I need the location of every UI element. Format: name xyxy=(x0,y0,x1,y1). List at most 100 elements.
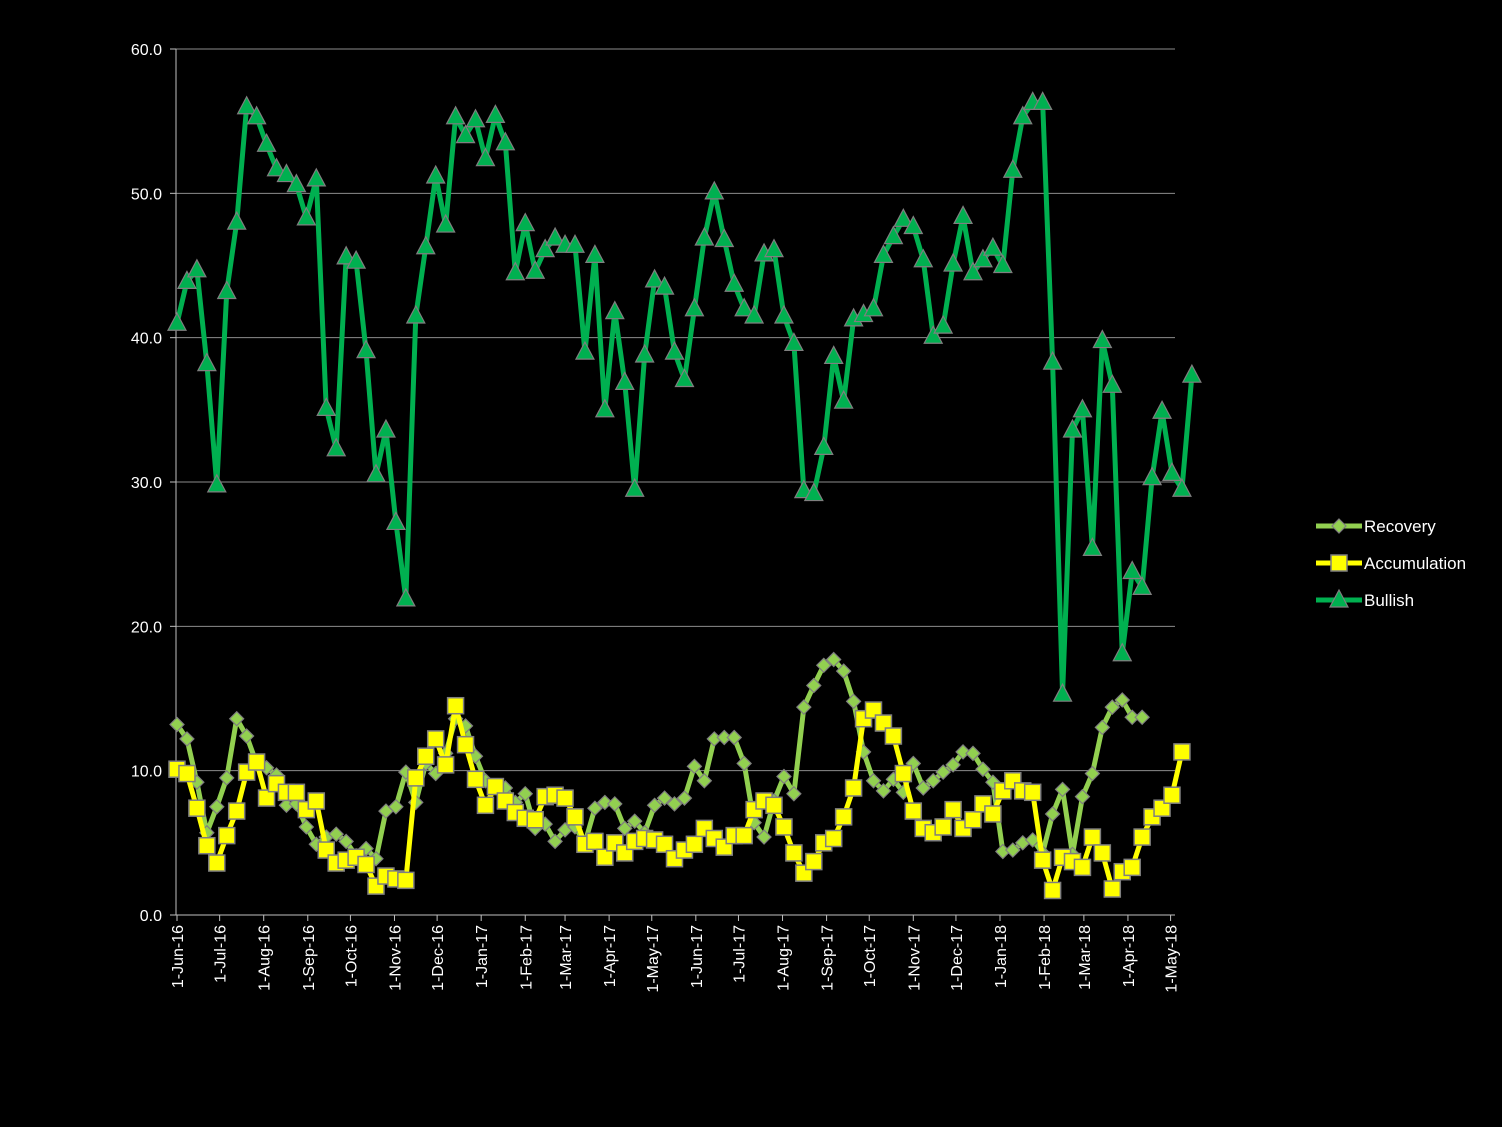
x-tick-label: 1-Sep-16 xyxy=(301,925,318,991)
data-point-bullish xyxy=(624,477,645,497)
data-point-bullish xyxy=(1162,462,1182,481)
data-point-accumulation xyxy=(1023,783,1042,802)
data-point-bullish xyxy=(485,104,506,123)
data-point-recovery xyxy=(169,716,185,733)
data-point-bullish xyxy=(455,124,476,144)
data-point-bullish xyxy=(883,225,904,245)
data-point-bullish xyxy=(813,436,834,455)
data-point-bullish xyxy=(316,397,337,416)
data-point-accumulation xyxy=(984,805,1002,823)
data-point-recovery xyxy=(975,761,991,778)
data-point-bullish xyxy=(306,167,327,187)
data-point-accumulation xyxy=(526,810,544,829)
data-point-bullish xyxy=(1122,560,1143,580)
legend-item-recovery: Recovery xyxy=(1316,517,1436,536)
data-point-bullish xyxy=(425,164,446,184)
data-point-recovery xyxy=(179,731,195,747)
data-point-accumulation xyxy=(1153,799,1171,817)
data-point-recovery xyxy=(1114,692,1131,708)
data-point-bullish xyxy=(992,254,1013,274)
data-point-accumulation xyxy=(904,802,923,820)
data-point-bullish xyxy=(415,235,436,255)
data-point-recovery xyxy=(825,651,842,668)
data-point-bullish xyxy=(873,244,894,263)
x-tick-label: 1-Mar-18 xyxy=(1077,925,1094,990)
data-point-bullish xyxy=(356,339,377,359)
data-point-bullish xyxy=(1181,363,1202,383)
data-point-bullish xyxy=(1092,329,1113,349)
data-point-bullish xyxy=(982,236,1003,256)
x-tick-label: 1-Jun-16 xyxy=(170,925,187,988)
data-point-bullish xyxy=(1072,398,1093,418)
data-point-recovery xyxy=(726,729,743,746)
legend-marker xyxy=(1329,588,1349,608)
data-point-bullish xyxy=(694,226,715,246)
data-point-bullish xyxy=(1052,682,1073,702)
x-tick-label: 1-Nov-16 xyxy=(387,925,404,991)
data-point-recovery xyxy=(676,790,693,806)
legend-label: Bullish xyxy=(1364,591,1414,610)
data-point-accumulation xyxy=(765,796,783,815)
data-point-bullish xyxy=(186,258,207,278)
data-point-accumulation xyxy=(1033,851,1052,869)
data-point-bullish xyxy=(276,163,297,183)
data-point-recovery xyxy=(547,833,563,850)
data-point-accumulation xyxy=(317,841,335,859)
data-point-accumulation xyxy=(247,753,266,771)
data-point-bullish xyxy=(1032,91,1053,111)
data-point-recovery xyxy=(597,794,613,811)
data-point-accumulation xyxy=(218,826,236,845)
data-point-bullish xyxy=(167,311,187,331)
data-point-bullish xyxy=(674,368,695,388)
data-point-accumulation xyxy=(407,769,425,787)
data-point-bullish xyxy=(933,314,954,334)
data-point-recovery xyxy=(845,693,862,710)
data-point-bullish xyxy=(764,238,784,258)
data-point-bullish xyxy=(744,304,765,324)
x-tick-label: 1-Jul-17 xyxy=(731,925,748,983)
data-point-accumulation xyxy=(1083,828,1102,846)
data-point-bullish xyxy=(535,238,556,258)
data-point-bullish xyxy=(296,206,317,226)
data-point-recovery xyxy=(1054,781,1071,798)
data-point-bullish xyxy=(584,244,605,263)
data-point-accumulation xyxy=(834,808,853,826)
data-point-accumulation xyxy=(934,818,952,836)
data-point-bullish xyxy=(495,131,516,151)
data-point-accumulation xyxy=(824,829,843,848)
data-point-bullish xyxy=(236,95,257,115)
data-point-recovery xyxy=(388,798,404,815)
x-tick-label: 1-Sep-17 xyxy=(820,925,837,991)
data-point-accumulation xyxy=(1103,880,1122,898)
data-point-accumulation xyxy=(426,730,445,748)
data-point-accumulation xyxy=(227,802,246,820)
x-tick-label: 1-Oct-17 xyxy=(862,925,879,987)
data-point-accumulation xyxy=(357,855,375,874)
data-point-bullish xyxy=(953,205,974,225)
y-axis-ticks: 0.0 10.0 20.0 30.0 40.0 50.0 60.0 xyxy=(131,42,176,925)
data-point-bullish xyxy=(574,340,595,360)
data-point-bullish xyxy=(923,324,944,344)
data-point-recovery xyxy=(686,758,703,775)
data-point-accumulation xyxy=(655,835,674,854)
data-point-recovery xyxy=(875,783,892,799)
data-point-accumulation xyxy=(685,835,704,854)
data-point-accumulation xyxy=(287,783,306,802)
data-point-bullish xyxy=(634,343,655,363)
data-point-accumulation xyxy=(884,727,903,745)
data-point-recovery xyxy=(1004,842,1021,858)
data-point-bullish xyxy=(893,208,914,227)
data-point-bullish xyxy=(445,105,466,125)
data-point-bullish xyxy=(505,261,526,281)
data-point-recovery xyxy=(796,699,812,716)
data-point-accumulation xyxy=(188,799,206,817)
data-point-bullish xyxy=(833,389,854,409)
legend: Recovery Accumulation Bullish xyxy=(1316,517,1466,610)
data-point-bullish xyxy=(1142,466,1163,486)
data-point-bullish xyxy=(1082,537,1103,556)
data-point-bullish xyxy=(226,210,247,230)
x-tick-label: 1-Feb-17 xyxy=(518,925,535,990)
data-point-bullish xyxy=(246,105,267,125)
data-point-bullish xyxy=(943,252,964,272)
data-point-accumulation xyxy=(198,836,216,855)
